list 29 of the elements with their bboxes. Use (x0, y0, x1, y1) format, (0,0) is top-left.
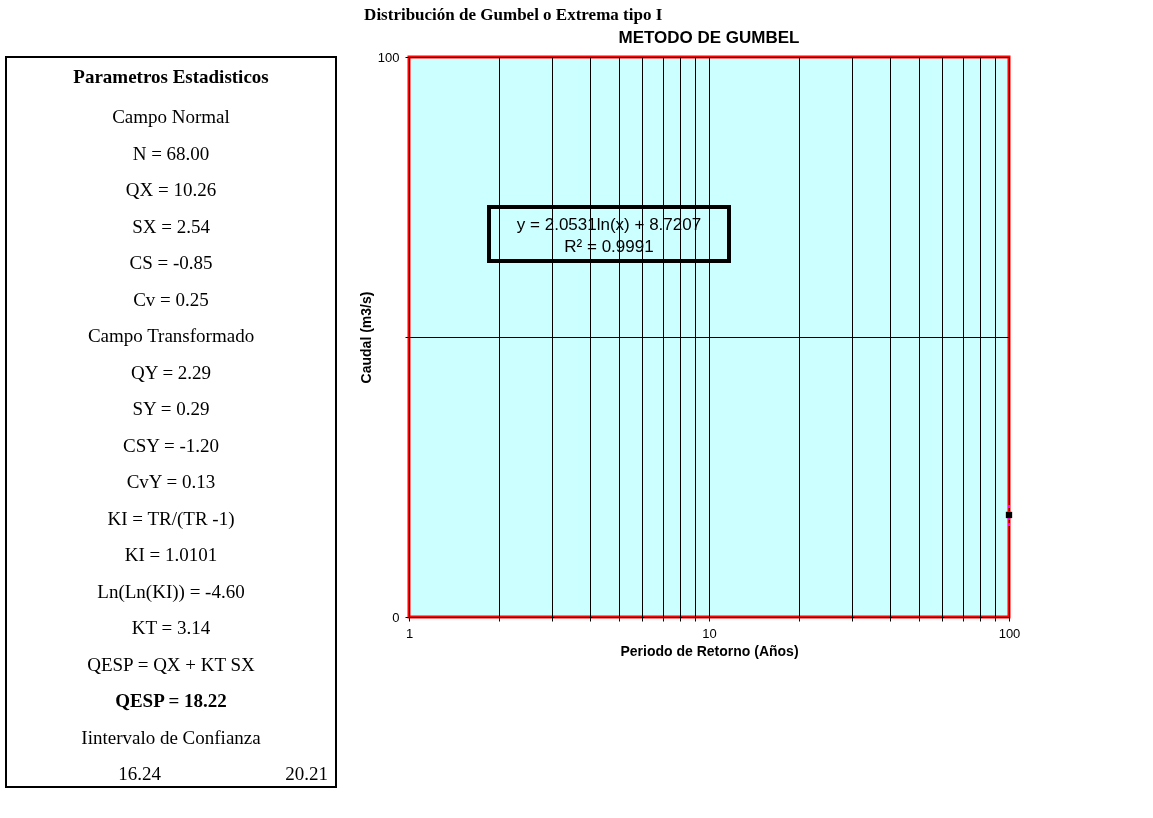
text: QX = 10.26 (125, 179, 217, 200)
text: QESP = 18.22 (115, 690, 227, 711)
text: KI = TR/(TR -1) (107, 507, 235, 530)
text: Campo Normal (112, 106, 230, 127)
x-tick-label: 10 (702, 625, 717, 641)
text: KI = 1.0101 (124, 544, 218, 565)
text: Campo Transformado (87, 325, 255, 346)
y-tick-label: 0 (392, 609, 400, 625)
y-axis-title: Caudal (m3/s) (357, 291, 374, 384)
text: Distribución de Gumbel o Extrema tipo I (364, 4, 663, 24)
text: 20.21 (285, 763, 328, 784)
text: 16.24 (118, 763, 162, 784)
text: CSY = -1.20 (122, 434, 220, 456)
text: CS = -0.85 (129, 252, 213, 273)
text: KT = 3.14 (131, 617, 211, 638)
text: Parametros Estadisticos (73, 66, 269, 87)
text: N = 68.00 (132, 142, 210, 164)
text: QESP = QX + KT SX (87, 653, 256, 675)
text: Cv = 0.25 (133, 288, 209, 310)
text: QY = 2.29 (130, 361, 212, 383)
x-tick-label: 100 (998, 625, 1021, 641)
text: SX = 2.54 (132, 215, 211, 237)
text: Iintervalo de Confianza (81, 726, 262, 748)
x-axis-title: Periodo de Retorno (Años) (620, 642, 799, 659)
text: SY = 0.29 (132, 398, 210, 419)
text: CvY = 0.13 (126, 471, 216, 492)
text: Ln(Ln(KI)) = -4.60 (97, 580, 245, 603)
x-tick-label: 1 (405, 625, 414, 641)
chart-title: METODO DE GUMBEL (618, 28, 800, 47)
